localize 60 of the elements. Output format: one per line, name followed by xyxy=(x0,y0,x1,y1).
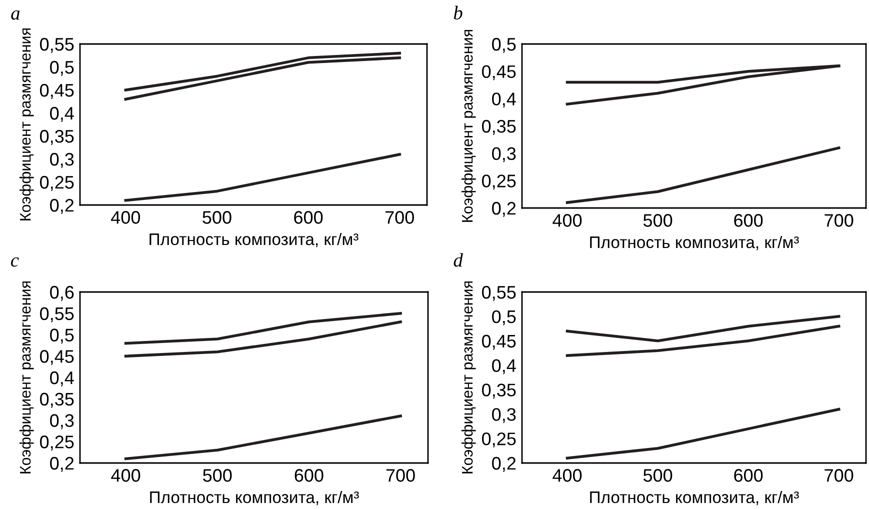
y-tick-label: 0,4 xyxy=(492,92,516,108)
y-tick-label: 0,3 xyxy=(492,408,516,423)
y-tick-label: 0,3 xyxy=(50,152,74,168)
x-tick-label: 500 xyxy=(643,469,672,482)
x-tick-label: 500 xyxy=(643,214,672,227)
x-tick-label: 400 xyxy=(552,469,582,482)
y-tick-label: 0,2 xyxy=(50,456,74,472)
y-tick-label: 0,3 xyxy=(492,147,516,162)
y-tick-label: 0,2 xyxy=(50,198,74,214)
y-tick-label: 0,5 xyxy=(50,60,74,76)
x-tick-label: 600 xyxy=(294,469,324,482)
y-tick-label: 0,5 xyxy=(492,310,516,326)
chart-title: a xyxy=(11,10,20,20)
x-tick-label: 600 xyxy=(294,211,323,224)
y-tick-label: 0,5 xyxy=(50,328,74,344)
x-tick-label: 400 xyxy=(111,469,140,482)
y-axis-title: Коэффициент размягчения xyxy=(20,281,34,474)
y-tick-label: 0,35 xyxy=(40,392,74,408)
y-tick-label: 0,45 xyxy=(40,350,74,365)
chart-title: d xyxy=(454,253,463,267)
x-tick-label: 600 xyxy=(734,214,763,227)
chart-title: c xyxy=(11,257,19,267)
y-tick-label: 0,55 xyxy=(40,38,74,53)
y-tick-label: 0,55 xyxy=(40,307,74,322)
x-tick-label: 400 xyxy=(552,214,582,227)
x-tick-label: 400 xyxy=(111,211,140,224)
x-axis-title: Плотность композита, кг/м³ xyxy=(150,232,358,248)
y-tick-label: 0,4 xyxy=(50,371,74,386)
y-tick-label: 0,4 xyxy=(492,359,516,374)
y-tick-label: 0,55 xyxy=(482,286,516,301)
y-tick-label: 0,25 xyxy=(482,174,516,190)
y-tick-label: 0,3 xyxy=(50,414,74,430)
y-tick-label: 0,6 xyxy=(50,286,74,301)
y-tick-label: 0,2 xyxy=(492,202,516,217)
y-tick-label: 0,35 xyxy=(482,384,516,399)
x-axis-title: Плотность композита, кг/м³ xyxy=(590,236,799,250)
y-tick-label: 0,25 xyxy=(40,436,74,450)
x-tick-label: 500 xyxy=(202,211,232,224)
x-tick-label: 700 xyxy=(386,469,415,482)
y-tick-label: 0,35 xyxy=(482,120,516,135)
y-tick-label: 0,2 xyxy=(492,456,516,472)
y-axis-title: Коэффициент размягчения xyxy=(462,30,476,222)
y-tick-label: 0,4 xyxy=(50,106,74,122)
x-tick-label: 700 xyxy=(385,211,414,224)
y-tick-label: 0,45 xyxy=(40,84,74,99)
y-axis-title: Коэффициент размягчения xyxy=(462,281,476,474)
x-axis-title: Плотность композита, кг/м³ xyxy=(590,490,799,506)
y-tick-label: 0,25 xyxy=(40,176,74,191)
x-tick-label: 600 xyxy=(734,469,763,482)
y-axis-title: Коэффициент размягчения xyxy=(20,28,34,220)
chart-title: b xyxy=(454,6,462,20)
x-tick-label: 700 xyxy=(824,214,854,227)
y-tick-label: 0,35 xyxy=(40,130,74,145)
y-tick-label: 0,45 xyxy=(482,334,516,350)
x-tick-label: 500 xyxy=(203,469,232,482)
x-axis-title: Плотность композита, кг/м³ xyxy=(150,490,359,506)
y-tick-label: 0,45 xyxy=(482,65,516,80)
y-tick-label: 0,5 xyxy=(492,38,516,53)
y-tick-label: 0,25 xyxy=(482,432,516,448)
x-tick-label: 700 xyxy=(824,469,854,482)
